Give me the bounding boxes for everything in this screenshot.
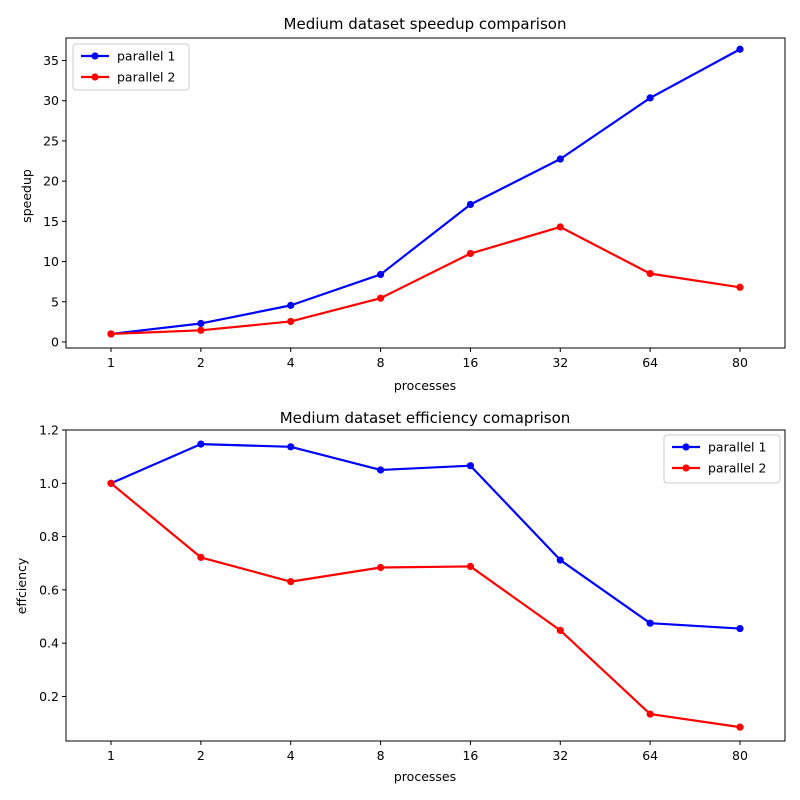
efficiency-point-parallel-1 [287,443,295,451]
efficiency-chart: Medium dataset efficiency comaprison pro… [14,409,786,784]
efficiency-y-tick-label: 0.8 [39,529,59,544]
efficiency-legend-marker-parallel-1 [682,443,690,451]
speedup-x-axis-label: processes [394,378,456,393]
speedup-x-tick-label: 64 [642,355,658,370]
speedup-legend-marker-parallel-1 [91,52,99,60]
speedup-legend-label-parallel-1: parallel 1 [117,49,175,64]
speedup-point-parallel-2 [466,249,475,258]
efficiency-y-tick-label: 0.2 [39,689,59,704]
efficiency-x-tick-label: 2 [197,748,205,763]
speedup-chart: Medium dataset speedup comparison proces… [19,15,786,393]
efficiency-x-tick-label: 4 [287,748,295,763]
speedup-y-tick-label: 0 [51,334,59,349]
speedup-chart-title: Medium dataset speedup comparison [284,15,567,33]
speedup-point-parallel-2 [736,283,744,291]
efficiency-point-parallel-2 [736,723,744,731]
efficiency-y-tick-label: 1.0 [39,476,59,491]
efficiency-point-parallel-2 [376,563,385,572]
efficiency-x-tick-label: 8 [377,748,385,763]
efficiency-x-tick-label: 1 [107,748,115,763]
efficiency-point-parallel-2 [287,578,295,586]
speedup-x-tick-label: 8 [377,355,385,370]
speedup-x-tick-label: 80 [732,355,748,370]
speedup-y-axis-label: speedup [19,169,34,223]
efficiency-x-tick-label: 32 [552,748,568,763]
efficiency-x-axis-label: processes [394,769,456,784]
speedup-point-parallel-2 [197,326,205,334]
efficiency-chart-marks: 1 2 4 8 16 32 64 80 0.2 0.4 0.6 0.8 1.0 1.2 parallel 1… [39,423,786,763]
speedup-y-tick-label: 15 [43,214,59,229]
efficiency-series-line-parallel-2 [110,482,741,729]
efficiency-x-tick-label: 64 [642,748,658,763]
speedup-point-parallel-1 [556,155,564,163]
efficiency-legend-label-parallel-1: parallel 1 [708,440,766,455]
efficiency-point-parallel-1 [736,624,744,633]
speedup-series-line-parallel-1 [110,48,741,336]
speedup-y-tick-label: 10 [43,254,59,269]
speedup-point-parallel-1 [197,319,205,328]
speedup-y-tick-label: 30 [43,93,59,108]
speedup-axes-frame [65,37,786,349]
efficiency-y-axis-label: effciency [14,557,29,614]
efficiency-point-parallel-1 [466,462,475,470]
efficiency-x-tick-label: 16 [462,748,478,763]
efficiency-legend-marker-parallel-2 [682,464,690,472]
speedup-point-parallel-2 [107,330,115,338]
speedup-x-tick-label: 16 [462,355,478,370]
speedup-legend: parallel 1 parallel 2 [72,43,190,91]
efficiency-point-parallel-1 [646,619,654,627]
efficiency-point-parallel-2 [197,553,205,561]
efficiency-point-parallel-2 [107,479,115,487]
speedup-legend-label-parallel-2: parallel 2 [117,70,175,85]
speedup-point-parallel-2 [287,317,295,326]
efficiency-legend: parallel 1 parallel 2 [663,434,781,484]
efficiency-legend-label-parallel-2: parallel 2 [708,461,766,476]
speedup-point-parallel-1 [287,301,295,309]
efficiency-point-parallel-2 [646,710,654,718]
efficiency-point-parallel-1 [197,440,205,448]
speedup-point-parallel-1 [466,200,475,209]
efficiency-axes-frame [65,429,786,742]
efficiency-point-parallel-1 [376,466,385,474]
efficiency-y-tick-label: 0.6 [39,582,59,597]
speedup-point-parallel-1 [736,45,744,53]
speedup-point-parallel-2 [376,294,385,302]
efficiency-point-parallel-2 [466,562,475,571]
speedup-y-tick-label: 5 [51,294,59,309]
speedup-point-parallel-1 [376,270,385,279]
speedup-y-tick-label: 25 [43,133,59,148]
speedup-x-tick-label: 1 [107,355,115,370]
speedup-x-tick-label: 2 [197,355,205,370]
efficiency-point-parallel-2 [556,626,564,635]
speedup-y-tick-label: 20 [43,174,59,189]
speedup-series-line-parallel-2 [110,225,741,336]
speedup-point-parallel-2 [646,270,654,278]
speedup-point-parallel-2 [556,223,564,231]
efficiency-point-parallel-1 [556,556,564,564]
efficiency-x-tick-label: 80 [732,748,748,763]
speedup-legend-marker-parallel-2 [91,73,99,81]
efficiency-chart-title: Medium dataset efficiency comaprison [280,409,571,427]
efficiency-y-tick-label: 0.4 [39,636,59,651]
speedup-x-tick-label: 4 [287,355,295,370]
efficiency-y-tick-label: 1.2 [39,423,59,438]
speedup-x-tick-label: 32 [552,355,568,370]
efficiency-series-line-parallel-1 [110,443,741,630]
speedup-point-parallel-1 [646,94,654,102]
speedup-y-tick-label: 35 [43,53,59,68]
